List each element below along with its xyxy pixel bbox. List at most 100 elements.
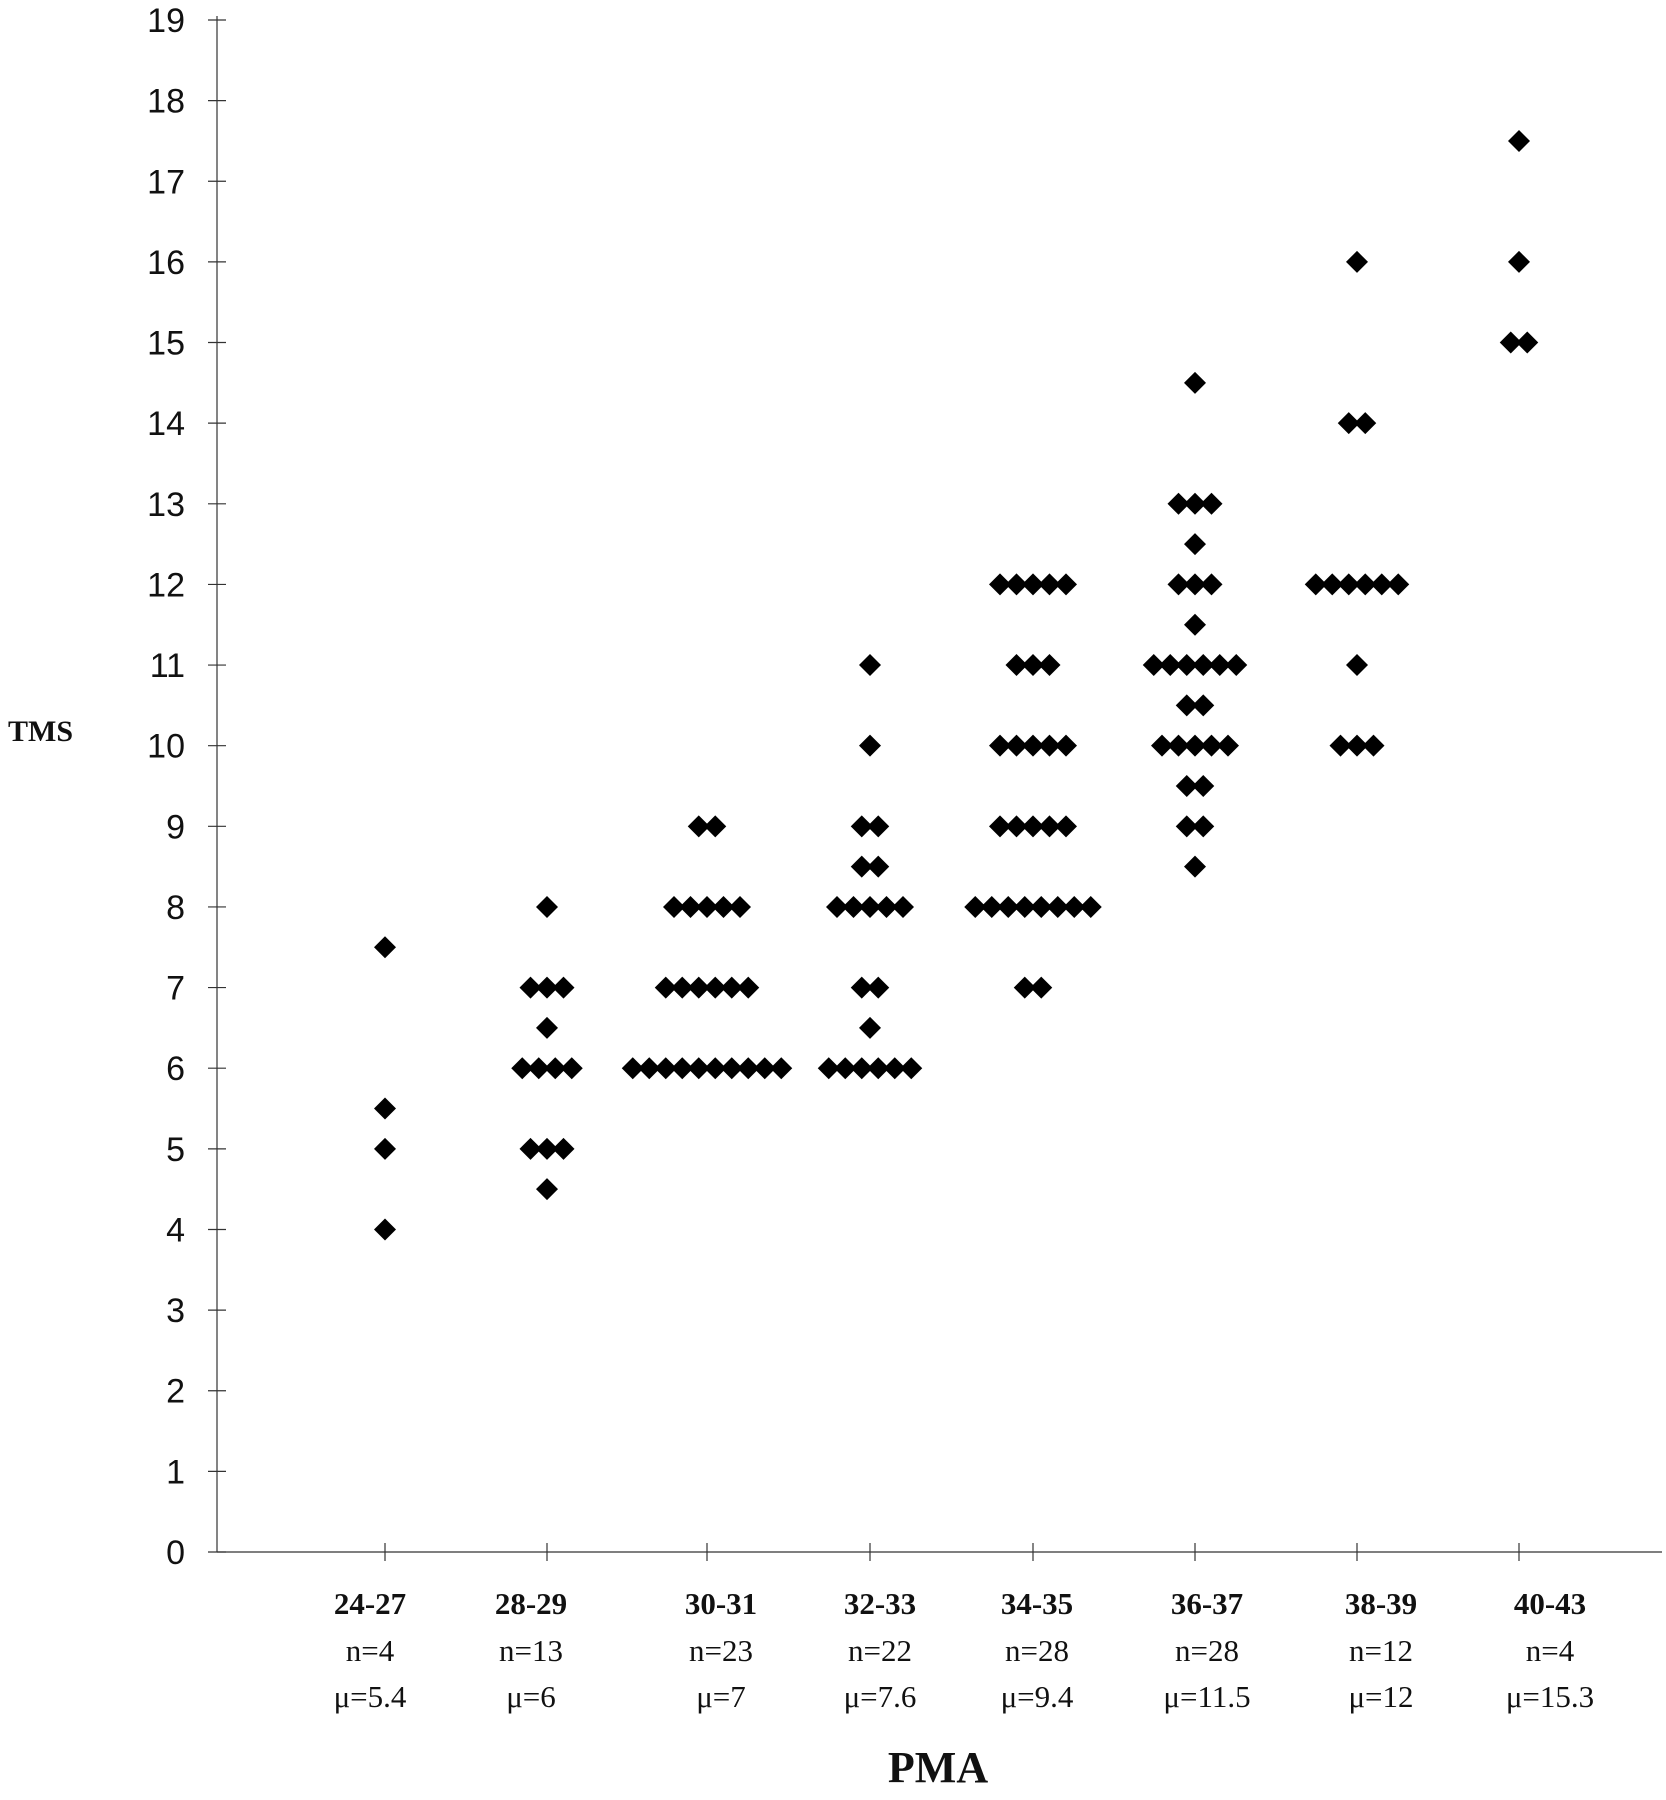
x-category-label: 24-27	[334, 1586, 406, 1621]
x-category-mean: μ=7.6	[844, 1679, 917, 1714]
x-category-mean: μ=7	[696, 1679, 746, 1714]
data-point	[1022, 734, 1044, 757]
x-category-n: n=12	[1349, 1633, 1413, 1668]
data-point	[720, 976, 743, 999]
data-point	[1200, 573, 1223, 596]
data-point	[704, 815, 727, 838]
data-point	[1217, 734, 1239, 757]
data-point	[552, 976, 575, 999]
data-point	[663, 895, 685, 918]
data-point	[867, 1057, 890, 1080]
data-point	[1354, 412, 1377, 435]
data-point	[536, 895, 558, 918]
data-point	[1046, 895, 1069, 918]
data-point	[1370, 573, 1393, 596]
data-point	[1063, 895, 1086, 918]
data-point	[536, 1016, 558, 1039]
data-point	[712, 895, 735, 918]
x-category-mean: μ=9.4	[1001, 1679, 1074, 1714]
y-tick-label: 18	[147, 83, 185, 121]
data-point	[536, 1137, 558, 1160]
data-point	[964, 895, 987, 918]
data-point	[1192, 775, 1215, 797]
data-point	[867, 855, 890, 878]
y-tick-label: 4	[166, 1211, 185, 1249]
data-point	[859, 654, 881, 677]
data-point	[671, 1057, 694, 1080]
data-point	[536, 1178, 558, 1201]
data-point	[1508, 129, 1530, 152]
data-point	[1346, 734, 1368, 757]
data-point	[696, 895, 718, 918]
data-point	[1337, 573, 1360, 596]
data-point	[687, 976, 710, 999]
y-tick-label: 8	[166, 889, 185, 927]
y-tick-label: 11	[150, 647, 185, 685]
x-category-label: 40-43	[1514, 1586, 1586, 1621]
data-point	[1167, 734, 1190, 757]
data-point	[1184, 855, 1206, 878]
data-point	[875, 895, 898, 918]
data-point	[1184, 533, 1206, 556]
data-point	[1184, 573, 1206, 596]
x-category-n: n=4	[1526, 1633, 1575, 1668]
data-point	[826, 895, 848, 918]
data-point	[704, 976, 727, 999]
data-point	[1038, 654, 1061, 677]
data-point	[850, 976, 873, 999]
data-point	[519, 976, 542, 999]
data-point	[1508, 250, 1530, 273]
data-point	[1079, 895, 1102, 918]
data-point	[1013, 976, 1036, 999]
data-point	[867, 976, 890, 999]
data-point	[1337, 412, 1360, 435]
data-point	[654, 976, 677, 999]
data-point	[552, 1137, 575, 1160]
data-point	[1362, 734, 1385, 757]
data-point	[687, 815, 710, 838]
data-point	[687, 1057, 710, 1080]
data-point	[1022, 654, 1044, 677]
data-point	[1055, 734, 1077, 757]
y-tick-label: 17	[147, 163, 185, 201]
data-point	[519, 1137, 542, 1160]
data-point	[1022, 815, 1044, 838]
data-point	[1304, 573, 1327, 596]
data-point	[850, 815, 873, 838]
data-point	[374, 936, 396, 959]
y-tick-label: 5	[166, 1131, 185, 1169]
x-category-label: 36-37	[1171, 1586, 1243, 1621]
x-category-n: n=28	[1175, 1633, 1239, 1668]
x-category-n: n=22	[848, 1633, 912, 1668]
data-point	[842, 895, 865, 918]
data-point	[980, 895, 1003, 918]
x-category-mean: μ=15.3	[1506, 1679, 1594, 1714]
data-point	[1030, 895, 1053, 918]
x-category-n: n=28	[1005, 1633, 1069, 1668]
axes	[216, 16, 1662, 1561]
data-point	[1225, 654, 1248, 677]
data-point	[1208, 654, 1231, 677]
data-point	[560, 1057, 583, 1080]
data-point	[989, 573, 1011, 596]
data-point	[859, 734, 881, 757]
x-category-mean: μ=11.5	[1163, 1679, 1250, 1714]
y-tick-label: 3	[166, 1292, 185, 1330]
y-axis-label: TMS	[8, 715, 73, 748]
x-category-label: 38-39	[1345, 1586, 1417, 1621]
x-category-label: 34-35	[1001, 1586, 1073, 1621]
data-point	[1038, 734, 1061, 757]
data-point	[737, 1057, 760, 1080]
data-point	[1167, 573, 1190, 596]
data-point	[1151, 734, 1173, 757]
data-point	[1346, 250, 1368, 273]
data-point	[1192, 654, 1215, 677]
data-point	[989, 815, 1011, 838]
data-point	[1038, 815, 1061, 838]
data-point	[1030, 976, 1053, 999]
data-point	[1499, 331, 1522, 354]
x-category-mean: μ=5.4	[334, 1679, 407, 1714]
data-point	[1005, 734, 1028, 757]
x-category-mean: μ=12	[1348, 1679, 1413, 1714]
